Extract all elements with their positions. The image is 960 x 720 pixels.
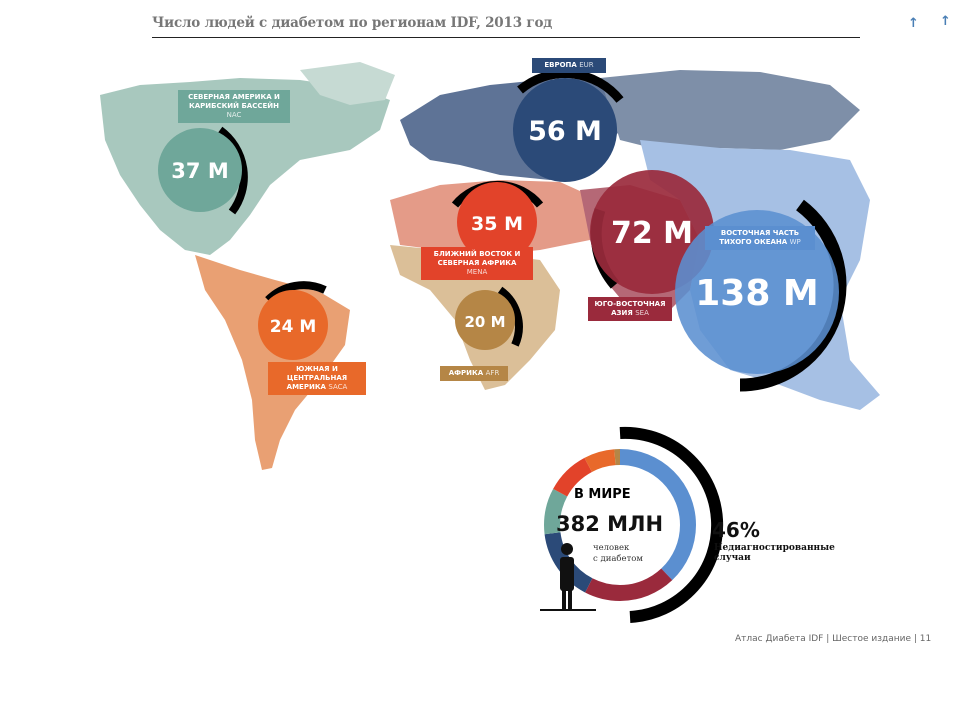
world-subtitle: человек с диабетом xyxy=(593,543,643,565)
mena-tag: БЛИЖНИЙ ВОСТОК И СЕВЕРНАЯ АФРИКА MENA xyxy=(421,247,533,280)
eur-value: 56 M xyxy=(528,116,602,147)
saca-label: ЮЖНАЯ И ЦЕНТРАЛЬНАЯ АМЕРИКА xyxy=(286,365,348,391)
donut-segment-nac xyxy=(544,449,696,601)
nac-code: NAC xyxy=(226,111,242,119)
donut-segment-afr xyxy=(544,449,696,601)
sea-value: 72 M xyxy=(611,216,693,251)
nac-label: СЕВЕРНАЯ АМЕРИКА И КАРИБСКИЙ БАССЕЙН xyxy=(188,93,280,110)
eur-tag: ЕВРОПА EUR xyxy=(532,58,606,73)
saca-bubble xyxy=(258,290,328,360)
mena-bubble xyxy=(457,182,537,262)
eur-bubble xyxy=(513,78,617,182)
wp-label: ВОСТОЧНАЯ ЧАСТЬ ТИХОГО ОКЕАНА xyxy=(719,229,800,246)
world-heading: В МИРЕ xyxy=(574,487,631,502)
donut-segment-sea xyxy=(544,449,696,601)
sea-tag: ЮГО-ВОСТОЧНАЯ АЗИЯ SEA xyxy=(588,297,672,321)
world-donut xyxy=(540,426,724,623)
nac-undiagnosed-arc xyxy=(217,126,248,215)
afr-bubble xyxy=(455,290,515,350)
nac-bubble xyxy=(158,128,242,212)
world-subtitle-line2: с диабетом xyxy=(593,554,644,564)
mena-value: 35 M xyxy=(471,213,523,235)
afr-label: АФРИКА xyxy=(448,369,484,377)
continent-north-asia xyxy=(600,70,860,150)
donut-undiagnosed-arc xyxy=(619,426,724,623)
wp-bubble xyxy=(675,210,839,374)
up-arrow-icon[interactable]: ↑ xyxy=(908,16,919,31)
undiagnosed-percent: 46% xyxy=(712,518,760,542)
undiagnosed-line2: случаи xyxy=(714,553,751,563)
wp-code: WP xyxy=(789,238,801,246)
eur-undiagnosed-arc xyxy=(517,69,624,103)
person-icon xyxy=(540,543,596,611)
saca-undiagnosed-arc xyxy=(265,281,327,303)
undiagnosed-label: Недиагностированные случаи xyxy=(714,543,835,563)
saca-value: 24 M xyxy=(270,317,317,337)
sea-code: SEA xyxy=(635,309,649,317)
eur-code: EUR xyxy=(579,61,594,69)
afr-tag: АФРИКА AFR xyxy=(440,366,508,381)
page-footer: Атлас Диабета IDF | Шестое издание | 11 xyxy=(735,634,932,644)
afr-value: 20 M xyxy=(464,313,505,331)
continent-greenland xyxy=(300,62,395,105)
eur-label: ЕВРОПА xyxy=(544,61,577,69)
mena-label: БЛИЖНИЙ ВОСТОК И СЕВЕРНАЯ АФРИКА xyxy=(433,250,521,267)
nac-tag: СЕВЕРНАЯ АМЕРИКА И КАРИБСКИЙ БАССЕЙН NAC xyxy=(178,90,290,123)
afr-undiagnosed-arc xyxy=(497,286,523,347)
undiagnosed-line1: Недиагностированные xyxy=(714,543,835,553)
afr-code: AFR xyxy=(485,369,500,377)
saca-code: SACA xyxy=(328,383,348,391)
wp-tag: ВОСТОЧНАЯ ЧАСТЬ ТИХОГО ОКЕАНА WP xyxy=(705,226,815,250)
nac-value: 37 M xyxy=(171,159,228,183)
side-arrow-icon[interactable]: ↑ xyxy=(940,14,951,29)
world-subtitle-line1: человек xyxy=(593,543,630,553)
world-total: 382 МЛН xyxy=(556,512,664,536)
saca-tag: ЮЖНАЯ И ЦЕНТРАЛЬНАЯ АМЕРИКА SACA xyxy=(268,362,366,395)
sea-label: ЮГО-ВОСТОЧНАЯ АЗИЯ xyxy=(594,300,666,317)
wp-value: 138 M xyxy=(695,273,819,314)
page-title: Число людей с диабетом по регионам IDF, … xyxy=(152,15,860,38)
mena-code: MENA xyxy=(466,268,488,276)
